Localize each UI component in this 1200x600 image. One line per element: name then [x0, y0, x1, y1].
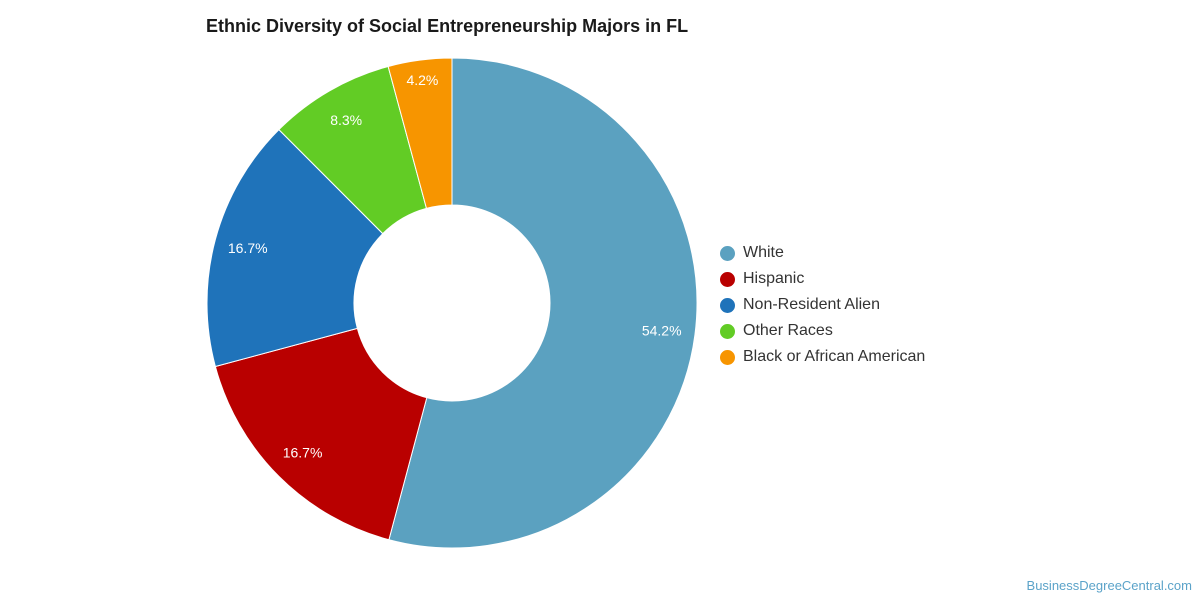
- legend-label: Non-Resident Alien: [743, 296, 880, 313]
- legend-swatch-icon: [720, 349, 735, 365]
- slice-hispanic[interactable]: [214, 327, 428, 541]
- legend-item-white[interactable]: White: [720, 240, 925, 266]
- slice-black-or-african-american[interactable]: [387, 57, 453, 209]
- legend-item-non-resident-alien[interactable]: Non-Resident Alien: [720, 292, 925, 318]
- slice-non-resident-alien[interactable]: [206, 128, 384, 368]
- legend-label: Hispanic: [743, 270, 805, 287]
- legend-label: Other Races: [743, 322, 833, 339]
- legend-item-black-or-african-american[interactable]: Black or African American: [720, 344, 925, 370]
- slice-value-label: 8.3%: [330, 112, 362, 128]
- slice-value-label: 16.7%: [283, 445, 323, 461]
- legend-item-other-races[interactable]: Other Races: [720, 318, 925, 344]
- slice-white[interactable]: [388, 57, 698, 549]
- slice-value-label: 4.2%: [406, 72, 438, 88]
- chart-title: Ethnic Diversity of Social Entrepreneurs…: [206, 16, 689, 36]
- legend-label: Black or African American: [743, 348, 926, 365]
- legend-swatch-icon: [720, 271, 735, 287]
- legend-item-hispanic[interactable]: Hispanic: [720, 266, 925, 292]
- legend-swatch-icon: [720, 323, 735, 339]
- legend-swatch-icon: [720, 297, 735, 313]
- source-watermark: BusinessDegreeCentral.com: [1026, 578, 1192, 593]
- slice-value-label: 54.2%: [642, 322, 682, 338]
- chart-legend: White Hispanic Non-Resident Alien Other Rac…: [720, 240, 925, 370]
- legend-label: White: [743, 244, 784, 261]
- slice-value-label: 16.7%: [228, 240, 268, 256]
- legend-swatch-icon: [720, 245, 735, 261]
